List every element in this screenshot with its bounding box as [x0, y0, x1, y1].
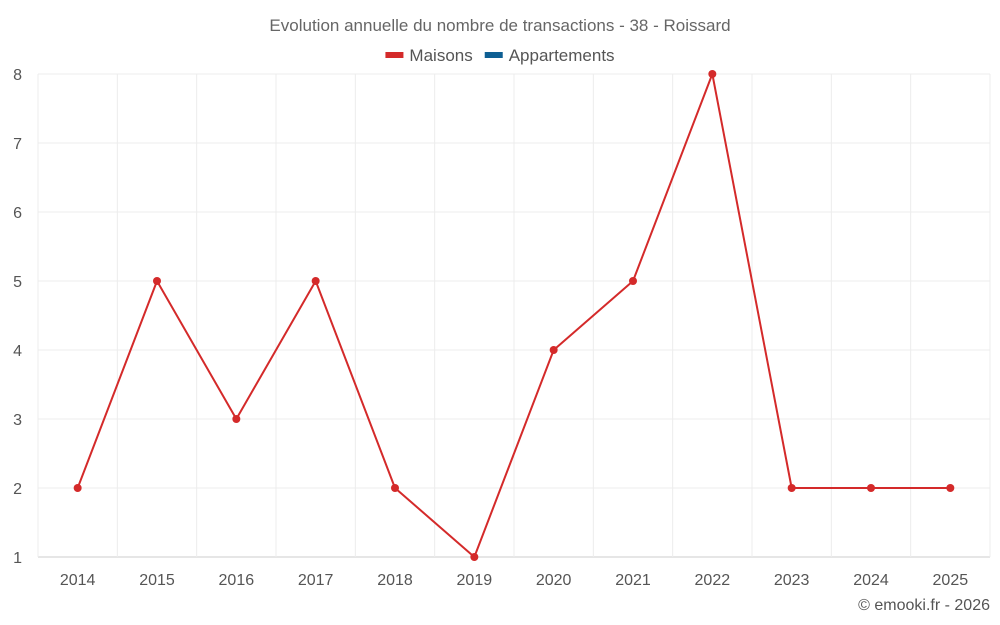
x-tick-label: 2021	[615, 572, 651, 589]
data-point[interactable]	[549, 346, 558, 354]
y-tick-label: 3	[13, 412, 22, 429]
legend-item-appartements[interactable]: Appartements	[484, 46, 615, 65]
y-tick-label: 2	[13, 481, 22, 498]
credit-text: © emooki.fr - 2026	[858, 597, 990, 614]
data-point[interactable]	[867, 484, 875, 492]
data-point[interactable]	[391, 484, 399, 492]
data-point[interactable]	[232, 415, 241, 423]
legend-swatch	[484, 52, 503, 58]
x-tick-label: 2025	[933, 572, 969, 589]
legend-swatch	[385, 52, 404, 58]
legend-label: Maisons	[409, 46, 472, 65]
x-tick-label: 2015	[139, 572, 175, 589]
y-tick-label: 5	[13, 274, 22, 291]
y-tick-label: 4	[13, 343, 22, 360]
y-tick-label: 1	[13, 550, 22, 567]
y-tick-label: 8	[13, 67, 22, 84]
data-point[interactable]	[787, 484, 796, 492]
data-point[interactable]	[946, 484, 955, 492]
data-point[interactable]	[629, 277, 637, 285]
legend: Maisons Appartements	[385, 46, 615, 65]
data-point[interactable]	[311, 277, 320, 285]
x-tick-label: 2023	[774, 572, 810, 589]
chart-title: Evolution annuelle du nombre de transact…	[269, 16, 730, 35]
y-axis-ticks: 1 2 3 4 5 6 7 8	[13, 67, 22, 567]
data-point[interactable]	[708, 70, 717, 78]
x-tick-label: 2014	[60, 572, 96, 589]
y-tick-label: 6	[13, 205, 22, 222]
series-layer	[73, 70, 955, 561]
x-tick-label: 2016	[219, 572, 255, 589]
series-maisons	[73, 70, 955, 561]
legend-item-maisons[interactable]: Maisons	[385, 46, 473, 65]
series-line	[76, 73, 951, 558]
x-tick-label: 2022	[695, 572, 731, 589]
x-tick-label: 2018	[377, 572, 413, 589]
x-tick-label: 2024	[853, 572, 889, 589]
data-point[interactable]	[470, 553, 479, 561]
legend-label: Appartements	[509, 46, 615, 65]
data-point[interactable]	[153, 277, 161, 285]
y-tick-label: 7	[13, 136, 22, 153]
x-tick-label: 2017	[298, 572, 334, 589]
x-axis-ticks: 2014 2015 2016 2017 2018 2019 2020 2021 2022 2023…	[60, 572, 968, 589]
grid	[37, 73, 991, 558]
data-point[interactable]	[73, 484, 82, 492]
x-tick-label: 2019	[457, 572, 493, 589]
x-tick-label: 2020	[536, 572, 572, 589]
